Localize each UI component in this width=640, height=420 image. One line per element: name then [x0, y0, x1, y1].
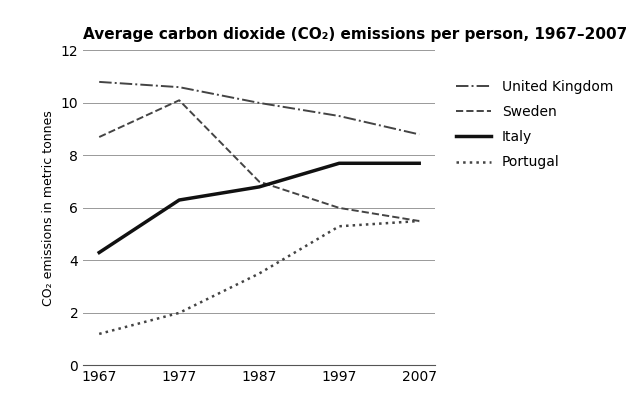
Sweden	[415, 218, 423, 223]
United Kingdom	[95, 79, 103, 84]
Italy	[255, 184, 263, 189]
United Kingdom	[175, 84, 183, 89]
Sweden	[175, 98, 183, 103]
Italy	[415, 161, 423, 166]
Sweden	[95, 134, 103, 139]
Line: Sweden: Sweden	[99, 100, 419, 221]
Italy	[335, 161, 343, 166]
Y-axis label: CO₂ emissions in metric tonnes: CO₂ emissions in metric tonnes	[42, 110, 55, 306]
Line: Portugal: Portugal	[99, 221, 419, 334]
Portugal	[95, 331, 103, 336]
Legend: United Kingdom, Sweden, Italy, Portugal: United Kingdom, Sweden, Italy, Portugal	[449, 73, 620, 176]
Portugal	[415, 218, 423, 223]
United Kingdom	[415, 132, 423, 137]
Italy	[175, 197, 183, 202]
Line: United Kingdom: United Kingdom	[99, 82, 419, 134]
Portugal	[255, 271, 263, 276]
Italy	[95, 250, 103, 255]
United Kingdom	[255, 100, 263, 105]
Portugal	[175, 310, 183, 315]
Sweden	[335, 205, 343, 210]
Portugal	[335, 224, 343, 229]
United Kingdom	[335, 113, 343, 118]
Line: Italy: Italy	[99, 163, 419, 252]
Text: Average carbon dioxide (CO₂) emissions per person, 1967–2007: Average carbon dioxide (CO₂) emissions p…	[83, 27, 627, 42]
Sweden	[255, 179, 263, 184]
